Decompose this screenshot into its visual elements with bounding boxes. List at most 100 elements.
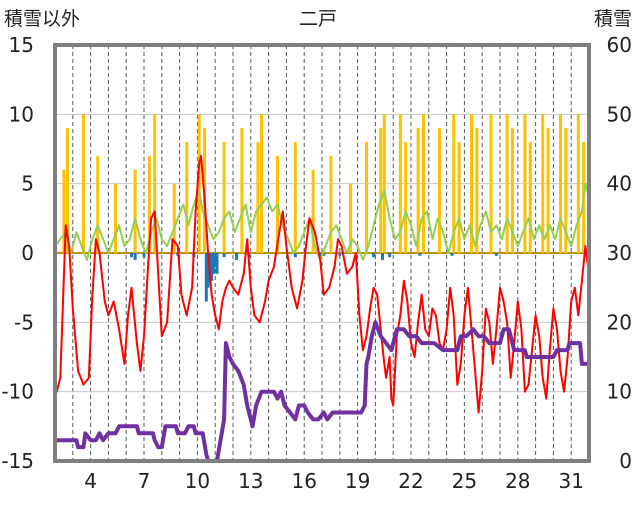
precip-bar xyxy=(418,253,422,256)
precip-bar xyxy=(293,253,297,258)
x-tick-label: 4 xyxy=(84,469,97,493)
y-right-tick-label: 30 xyxy=(607,241,632,265)
y-left-tick-label: 10 xyxy=(9,102,34,126)
sunshine-bar xyxy=(172,183,176,253)
series-lines xyxy=(54,154,590,463)
sunshine-bar xyxy=(222,142,226,253)
precip-bar xyxy=(204,253,208,302)
sunshine-bar xyxy=(382,114,386,253)
precip-bars xyxy=(130,253,498,302)
sunshine-bar xyxy=(365,142,368,253)
sunshine-bar xyxy=(133,169,137,253)
y-right-tick-label: 60 xyxy=(607,33,632,57)
sunshine-bar xyxy=(404,142,408,253)
precip-bar xyxy=(372,253,376,258)
y-left-tick-label: -15 xyxy=(1,449,34,473)
sunshine-bar xyxy=(379,128,383,253)
plot-frame xyxy=(53,43,591,463)
precip-bar xyxy=(338,253,342,256)
y-left-tick-label: 0 xyxy=(21,241,34,265)
y-left-tick-label: -10 xyxy=(1,380,34,404)
sunshine-bar xyxy=(416,128,420,253)
sunshine-bar xyxy=(348,183,352,253)
sunshine-bar xyxy=(153,114,157,253)
y-right-tick-label: 40 xyxy=(607,172,632,196)
y-left-ticks: 15 10 5 0 -5 -10 -15 xyxy=(1,33,34,473)
precip-bar xyxy=(215,253,219,274)
sunshine-bar xyxy=(240,128,244,253)
sunshine-bar xyxy=(114,183,118,253)
y-left-tick-label: 15 xyxy=(9,33,34,57)
x-tick-label: 10 xyxy=(185,469,210,493)
y-right-tick-label: 10 xyxy=(607,380,632,404)
sunshine-bar xyxy=(293,142,297,253)
y-right-ticks: 60 50 40 30 20 10 0 xyxy=(607,33,632,473)
precip-bar xyxy=(235,253,239,260)
sunshine-bar xyxy=(437,128,441,253)
precip-bar xyxy=(494,253,498,256)
y-right-axis-label: 積雪 xyxy=(594,8,632,30)
precip-bar xyxy=(206,253,210,288)
y-left-tick-label: 5 xyxy=(21,172,34,196)
chart-title: 二戸 xyxy=(299,8,337,30)
sunshine-bar xyxy=(65,128,69,253)
sunshine-bar xyxy=(147,155,151,253)
precip-bar xyxy=(450,253,454,256)
sunshine-bar xyxy=(197,114,201,253)
x-ticks: 4 7 10 13 16 19 22 25 28 31 xyxy=(84,469,584,493)
sunshine-bar xyxy=(576,114,580,253)
sunshine-bar xyxy=(421,114,425,253)
sunshine-bar xyxy=(528,142,532,253)
x-tick-label: 28 xyxy=(505,469,530,493)
x-tick-label: 7 xyxy=(138,469,151,493)
precip-bar xyxy=(211,253,215,274)
sunshine-bar xyxy=(457,142,461,253)
sunshine-bar xyxy=(452,114,456,253)
y-left-tick-label: -5 xyxy=(14,310,34,334)
sunshine-bar xyxy=(546,128,550,253)
precip-bar xyxy=(388,253,392,258)
sunshine-bar xyxy=(559,114,563,253)
y-right-tick-label: 20 xyxy=(607,310,632,334)
wind-line xyxy=(54,182,590,261)
sunshine-bar xyxy=(259,114,263,253)
x-tick-label: 19 xyxy=(345,469,370,493)
y-right-tick-label: 0 xyxy=(619,449,632,473)
sunshine-bar xyxy=(470,114,474,253)
precip-bar xyxy=(210,253,214,281)
sunshine-bar xyxy=(523,114,527,253)
sunshine-bar xyxy=(256,142,260,253)
sunshine-bar xyxy=(329,155,333,253)
precip-bar xyxy=(133,253,137,260)
x-tick-label: 22 xyxy=(398,469,423,493)
precip-bar xyxy=(322,253,326,256)
sunshine-bar xyxy=(96,155,100,253)
sunshine-bar xyxy=(564,128,568,253)
x-tick-label: 16 xyxy=(291,469,316,493)
sunshine-bar xyxy=(489,114,493,253)
x-tick-label: 31 xyxy=(558,469,583,493)
x-tick-label: 25 xyxy=(452,469,477,493)
sunshine-bar xyxy=(185,142,189,253)
precip-bar xyxy=(222,253,226,258)
precip-bar xyxy=(130,253,134,258)
sunshine-bar xyxy=(510,128,514,253)
sunshine-bar xyxy=(398,114,402,253)
precip-bar xyxy=(213,253,217,267)
sunshine-bar xyxy=(62,169,66,253)
sunshine-bar xyxy=(541,114,545,253)
snow_depth-line xyxy=(55,320,589,463)
y-left-axis-label: 積雪以外 xyxy=(4,8,80,30)
y-right-tick-label: 50 xyxy=(607,102,632,126)
temperature-line xyxy=(54,154,590,414)
precip-bar xyxy=(142,253,146,258)
sunshine-bar xyxy=(475,128,479,253)
sunshine-bar xyxy=(81,114,85,253)
sunshine-bars xyxy=(62,114,586,253)
sunshine-bar xyxy=(311,169,315,253)
sunshine-bar xyxy=(505,114,509,253)
x-tick-label: 13 xyxy=(238,469,263,493)
precip-bar xyxy=(381,253,385,260)
